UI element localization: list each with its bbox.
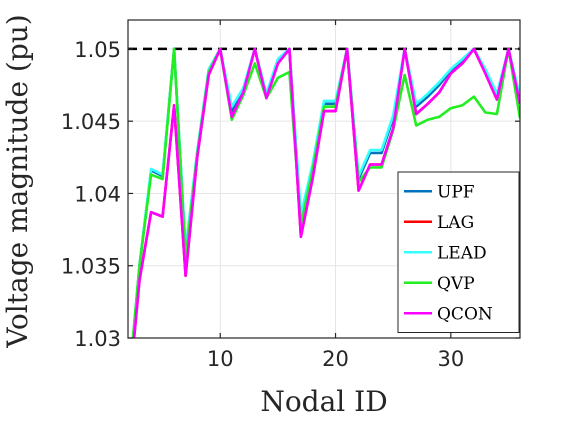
legend-label-lag: LAG (437, 213, 474, 233)
legend-label-qvp: QVP (437, 274, 475, 294)
legend-label-qcon: QCON (437, 304, 493, 324)
legend-label-upf: UPF (437, 182, 475, 202)
y-axis-title: Voltage magnitude (pu) (1, 14, 34, 348)
legend: UPF LAG LEAD QVP QCON (397, 171, 520, 333)
x-tick-labels: 10 20 30 (207, 347, 464, 371)
axes (127, 19, 521, 339)
series-layer (131, 47, 520, 338)
y-tick-label-0: 1.03 (74, 327, 121, 351)
series-line-qcon (132, 47, 520, 338)
x-tick-label-1: 20 (322, 347, 349, 371)
y-tick-label-4: 1.05 (74, 38, 121, 62)
y-tick-label-3: 1.045 (61, 110, 121, 134)
x-tick-label-0: 10 (207, 347, 234, 371)
axes-box (127, 19, 521, 339)
x-axis-title: Nodal ID (260, 385, 387, 418)
y-tick-label-2: 1.04 (74, 182, 121, 206)
y-tick-labels: 1.03 1.035 1.04 1.045 1.05 (61, 38, 121, 351)
legend-label-lead: LEAD (437, 243, 487, 263)
y-tick-label-1: 1.035 (61, 255, 121, 279)
x-tick-label-2: 30 (437, 347, 464, 371)
